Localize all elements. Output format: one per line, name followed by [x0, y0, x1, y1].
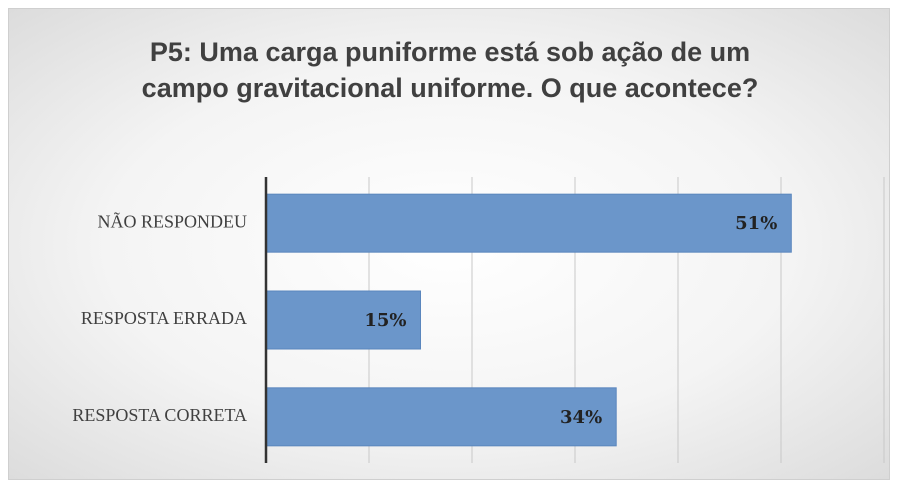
chart-title: P5: Uma carga puniforme está sob ação de… [141, 37, 759, 103]
bar [265, 193, 792, 253]
y-tick-label: RESPOSTA ERRADA [81, 308, 247, 328]
data-label: 51% [735, 213, 777, 234]
bar [265, 290, 421, 350]
y-tick-label: RESPOSTA CORRETA [72, 405, 247, 425]
data-label: 34% [560, 407, 602, 428]
y-tick-label: NÃO RESPONDEU [97, 210, 247, 231]
bar [265, 387, 617, 447]
data-label: 15% [364, 310, 406, 331]
